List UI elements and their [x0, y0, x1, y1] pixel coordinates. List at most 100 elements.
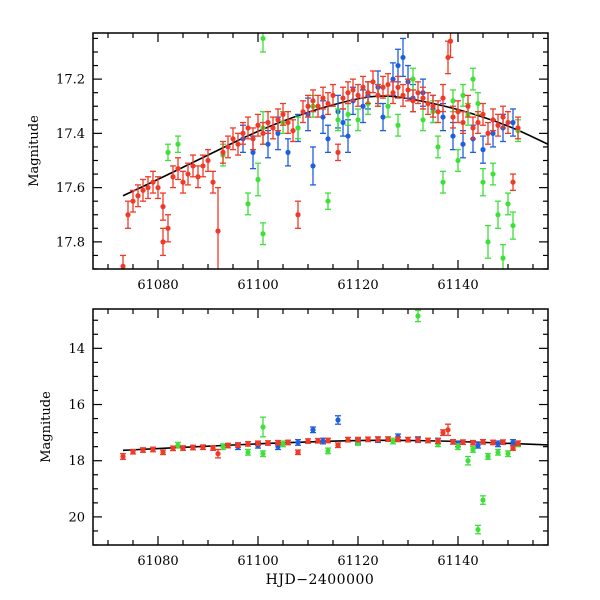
top-green-point: [385, 103, 391, 109]
bottom-green-point: [175, 442, 181, 448]
top-y-tick-label: 17.8: [56, 235, 85, 250]
top-red-point: [165, 225, 171, 231]
top-red-point: [175, 166, 181, 172]
top-panel-ticks: 61080 61100 61120 61140 17.2 17.4 17.6 17.8: [56, 33, 548, 293]
top-blue-point: [490, 130, 496, 136]
top-red-point: [275, 117, 281, 123]
top-red-point: [435, 109, 441, 115]
top-blue-point: [275, 130, 281, 136]
top-red-point: [280, 111, 286, 117]
top-red-point: [240, 130, 246, 136]
bottom-blue-point: [335, 417, 341, 423]
bottom-x-tick-label: 61100: [237, 554, 278, 569]
top-blue-point: [325, 136, 331, 142]
bottom-green-point: [465, 458, 471, 464]
top-green-point: [175, 141, 181, 147]
top-green-point: [440, 179, 446, 185]
top-red-point: [285, 119, 291, 126]
top-red-point: [170, 174, 176, 180]
top-green-point: [500, 255, 506, 261]
bottom-y-tick-label: 18: [68, 454, 85, 469]
top-red-point: [180, 179, 186, 185]
top-red-point: [135, 193, 141, 199]
top-red-point: [380, 84, 386, 90]
top-blue-point: [450, 133, 456, 139]
bottom-red-point: [385, 436, 391, 442]
top-red-point: [500, 114, 506, 120]
bottom-green-point: [260, 424, 266, 430]
top-green-point: [455, 157, 461, 164]
top-red-point: [365, 90, 371, 96]
top-blue-point: [345, 133, 351, 139]
bottom-x-tick-label: 61140: [437, 554, 478, 569]
bottom-red-point: [445, 427, 451, 433]
bottom-y-tick-label: 16: [68, 398, 85, 413]
bottom-red-point: [460, 439, 466, 445]
top-red-point: [405, 87, 411, 93]
bottom-blue-point: [475, 442, 481, 448]
top-x-tick-label: 61080: [137, 278, 178, 293]
bottom-red-point: [160, 449, 166, 455]
top-y-tick-label: 17.4: [56, 127, 85, 142]
bottom-red-point: [150, 446, 156, 453]
top-red-point: [140, 187, 146, 193]
top-green-point: [245, 201, 251, 207]
bottom-red-point: [235, 442, 241, 448]
top-red-point: [450, 114, 456, 120]
top-green-point: [355, 117, 361, 123]
bottom-red-point: [180, 445, 186, 451]
bottom-red-point: [130, 449, 136, 455]
top-blue-point: [360, 103, 366, 109]
top-red-point: [440, 95, 446, 101]
bottom-green-point: [280, 441, 286, 447]
bottom-panel-frame: [92, 308, 549, 546]
top-red-point: [310, 98, 316, 104]
bottom-red-point: [395, 436, 401, 442]
top-red-point: [230, 136, 236, 142]
top-green-point: [480, 179, 486, 185]
bottom-red-point: [275, 440, 281, 446]
bottom-red-point: [215, 451, 221, 457]
top-green-point: [255, 176, 261, 183]
bottom-green-point: [455, 444, 461, 450]
bottom-red-point: [120, 453, 126, 460]
bottom-y-tick-label: 14: [68, 342, 85, 357]
top-red-point: [260, 130, 266, 136]
top-red-point: [400, 92, 406, 98]
top-green-point: [505, 201, 511, 207]
top-green-point: [410, 76, 416, 82]
top-red-point: [215, 228, 221, 234]
bottom-red-point: [190, 444, 196, 451]
bottom-red-point: [415, 437, 421, 443]
top-red-point: [270, 125, 276, 131]
bottom-red-point: [315, 438, 321, 444]
top-red-point: [305, 103, 311, 109]
bottom-green-point: [220, 444, 226, 450]
top-panel-ylabel: Magnitude: [27, 115, 42, 187]
bottom-red-point: [480, 439, 486, 445]
top-red-point: [415, 90, 421, 96]
top-red-point: [485, 130, 491, 136]
top-red-point: [225, 144, 231, 150]
bottom-red-point: [265, 440, 271, 446]
top-red-point: [185, 171, 191, 177]
top-red-point: [425, 100, 431, 107]
top-red-point: [155, 185, 161, 191]
top-red-point: [420, 95, 426, 101]
bottom-red-point: [435, 438, 441, 444]
bottom-x-tick-label: 61080: [137, 554, 178, 569]
top-red-point: [160, 239, 166, 245]
bottom-red-point: [345, 437, 351, 443]
bottom-red-point: [440, 430, 446, 436]
bottom-green-point: [415, 313, 421, 319]
top-red-point: [335, 149, 341, 155]
top-red-point: [245, 125, 251, 131]
top-red-point: [465, 103, 471, 109]
bottom-panel-xlabel: HJD−2400000: [266, 572, 375, 588]
top-red-point: [350, 87, 356, 93]
top-red-point: [490, 117, 496, 123]
top-blue-point: [380, 114, 386, 120]
top-red-point: [190, 163, 196, 169]
top-red-point: [210, 179, 216, 185]
